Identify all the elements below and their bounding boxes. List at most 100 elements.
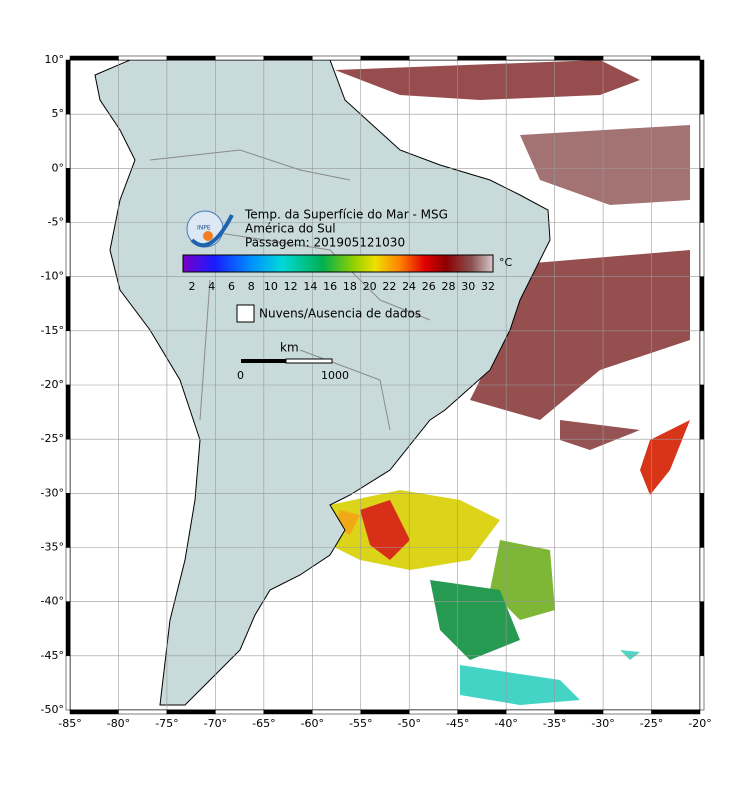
lon-label: -75° [155, 717, 178, 730]
frame-segment [65, 330, 71, 386]
frame-segment [65, 59, 71, 115]
legend-label: Nuvens/Ausencia de dados [259, 307, 421, 321]
colorbar [182, 254, 494, 273]
lat-label: 5° [52, 107, 65, 120]
frame-segment [65, 493, 71, 548]
frame-segment [699, 438, 705, 494]
frame-segment [166, 709, 216, 715]
lon-label: -80° [107, 717, 130, 730]
colorbar-label: 28 [442, 280, 456, 293]
lat-label: 0° [52, 161, 65, 174]
frame-segment [505, 55, 555, 61]
frame-segment [699, 547, 705, 602]
frame-segment [408, 55, 458, 61]
frame-segment [699, 601, 705, 657]
lon-label: -85° [58, 717, 81, 730]
lat-label: -15° [41, 324, 64, 337]
frame-segment [699, 384, 705, 440]
colorbar-label: 12 [284, 280, 298, 293]
colorbar-label: 6 [228, 280, 235, 293]
colorbar-label: 22 [382, 280, 396, 293]
lat-label: -50° [41, 703, 64, 716]
frame-segment [360, 55, 410, 61]
cloud-swatch [236, 304, 255, 323]
frame-segment [699, 222, 705, 277]
frame-segment [408, 709, 458, 715]
frame-segment [65, 222, 71, 277]
frame-segment [65, 276, 71, 332]
lat-label: -45° [41, 649, 64, 662]
frame-segment [263, 55, 313, 61]
frame-segment [602, 55, 652, 61]
lon-label: -50° [397, 717, 420, 730]
lon-label: -45° [446, 717, 469, 730]
frame-segment [699, 168, 705, 223]
frame-segment [699, 655, 705, 711]
lon-label: -40° [494, 717, 517, 730]
lon-label: -30° [591, 717, 614, 730]
frame-segment [699, 59, 705, 115]
colorbar-label: 24 [402, 280, 416, 293]
frame-segment [699, 493, 705, 548]
frame-segment [65, 168, 71, 223]
lat-label: -40° [41, 595, 64, 608]
frame-segment [65, 384, 71, 440]
frame-segment [312, 55, 362, 61]
frame-segment [699, 330, 705, 386]
colorbar-label: 2 [189, 280, 196, 293]
lon-label: -60° [301, 717, 324, 730]
lon-label: -70° [204, 717, 227, 730]
frame-segment [215, 55, 265, 61]
frame-segment [65, 113, 71, 169]
frame-segment [651, 55, 701, 61]
scale-label: 0 [237, 369, 244, 382]
map-area [70, 60, 700, 710]
colorbar-label: 10 [264, 280, 278, 293]
frame-segment [554, 55, 604, 61]
colorbar-label: 16 [323, 280, 337, 293]
lon-label: -20° [688, 717, 711, 730]
colorbar-label: 30 [461, 280, 475, 293]
frame-segment [651, 709, 701, 715]
frame-segment [118, 55, 168, 61]
colorbar-label: 14 [303, 280, 317, 293]
lon-label: -35° [543, 717, 566, 730]
lat-label: -10° [41, 270, 64, 283]
colorbar-label: 26 [422, 280, 436, 293]
frame-segment [69, 709, 119, 715]
lon-label: -25° [640, 717, 663, 730]
frame-segment [457, 709, 507, 715]
title-line: Temp. da Superfície do Mar - MSG [244, 208, 448, 222]
frame-segment [65, 601, 71, 657]
frame-segment [215, 709, 265, 715]
scale-label: 1000 [321, 369, 349, 382]
lat-label: -5° [48, 216, 64, 229]
lat-label: 10° [45, 53, 65, 66]
colorbar-unit: °C [499, 256, 513, 269]
frame-segment [69, 55, 119, 61]
lon-label: -65° [252, 717, 275, 730]
frame-segment [312, 709, 362, 715]
lat-label: -20° [41, 378, 64, 391]
colorbar-label: 32 [481, 280, 495, 293]
colorbar-label: 4 [208, 280, 215, 293]
logo-text: INPE [197, 225, 211, 232]
frame-segment [554, 709, 604, 715]
title-line: Passagem: 201905121030 [245, 236, 405, 250]
frame-segment [505, 709, 555, 715]
lon-label: -55° [349, 717, 372, 730]
frame-segment [263, 709, 313, 715]
colorbar-label: 20 [363, 280, 377, 293]
frame-segment [118, 709, 168, 715]
lat-label: -35° [41, 541, 64, 554]
frame-segment [65, 547, 71, 602]
scale-bar [241, 359, 286, 363]
lat-label: -25° [41, 432, 64, 445]
frame-segment [699, 276, 705, 332]
frame-segment [166, 55, 216, 61]
frame-segment [457, 55, 507, 61]
lat-label: -30° [41, 486, 64, 499]
frame-segment [65, 438, 71, 494]
frame-segment [360, 709, 410, 715]
